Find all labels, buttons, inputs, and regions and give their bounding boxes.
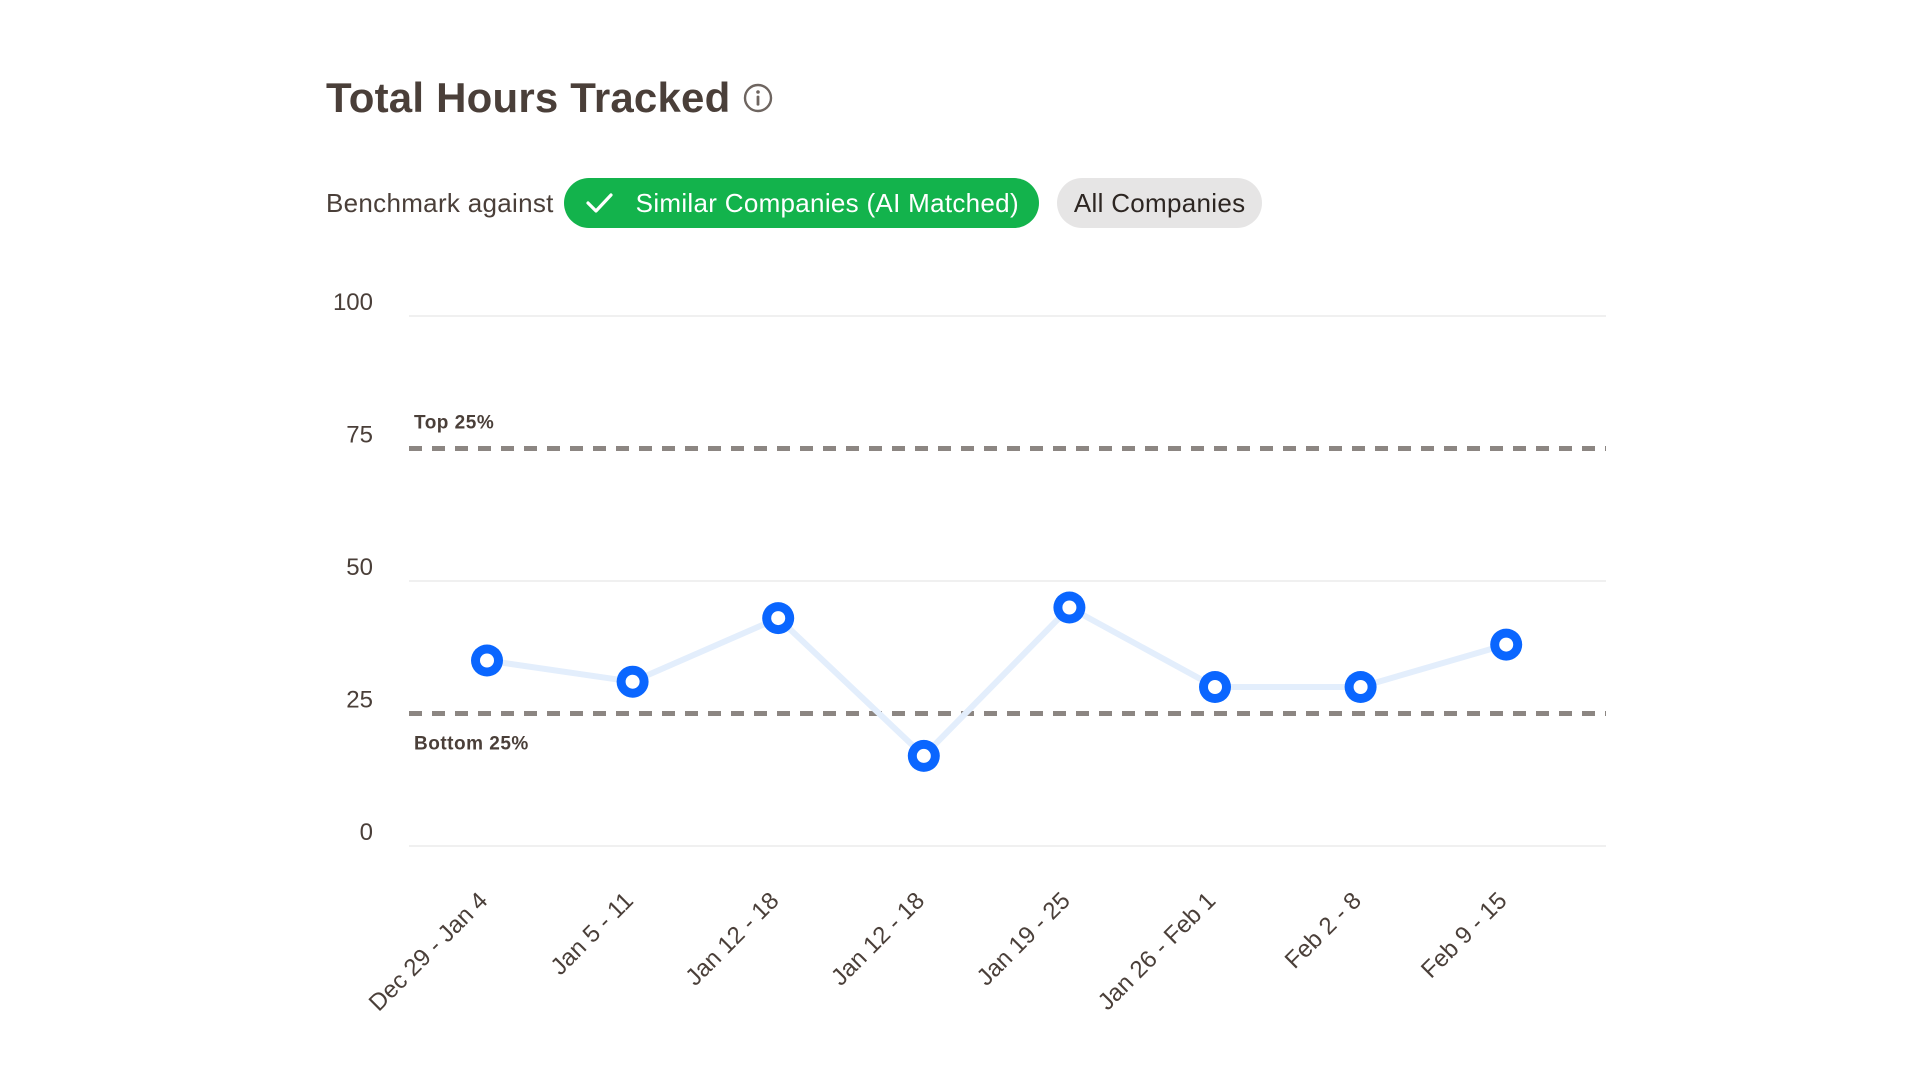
similar-companies-label: Similar Companies (AI Matched)	[635, 187, 1019, 218]
data-point[interactable]	[616, 665, 649, 698]
chart-card: Total Hours Tracked Benchmark against Si…	[288, 36, 1644, 1052]
page-title: Total Hours Tracked	[326, 74, 731, 121]
x-tick-label: Jan 26 - Feb 1	[1093, 887, 1222, 1016]
data-point[interactable]	[1053, 591, 1086, 624]
data-point[interactable]	[907, 739, 940, 772]
title-row: Total Hours Tracked	[326, 74, 774, 122]
all-companies-label: All Companies	[1073, 187, 1246, 218]
benchmark-row: Benchmark against Similar Companies (AI …	[326, 178, 1263, 228]
data-point[interactable]	[1199, 671, 1231, 703]
data-point[interactable]	[1490, 628, 1523, 661]
x-tick-label: Jan 12 - 18	[680, 887, 784, 991]
x-tick-label: Jan 19 - 25	[972, 887, 1076, 991]
all-companies-toggle[interactable]: All Companies	[1056, 178, 1263, 228]
x-tick-label: Feb 2 - 8	[1280, 887, 1367, 974]
series-line	[484, 604, 1510, 759]
reference-label-1: Bottom 25%	[414, 734, 529, 755]
y-tick-label-0: 0	[360, 819, 373, 846]
x-tick-label: Jan 12 - 18	[826, 887, 930, 991]
y-tick-label-25: 25	[346, 687, 373, 714]
y-tick-label-50: 50	[346, 554, 373, 581]
info-icon[interactable]	[742, 82, 774, 114]
y-tick-label-100: 100	[333, 289, 373, 316]
data-point[interactable]	[762, 602, 795, 635]
benchmark-label: Benchmark against	[326, 187, 554, 218]
data-point[interactable]	[1344, 671, 1377, 703]
check-icon	[584, 188, 614, 218]
y-tick-label-75: 75	[346, 422, 373, 449]
data-point[interactable]	[471, 644, 503, 677]
x-tick-label: Dec 29 - Jan 4	[364, 887, 493, 1016]
x-tick-label: Jan 5 - 11	[546, 887, 639, 980]
x-tick-label: Feb 9 - 15	[1416, 887, 1512, 983]
reference-label-0: Top 25%	[414, 413, 494, 434]
similar-companies-toggle[interactable]: Similar Companies (AI Matched)	[563, 178, 1039, 228]
